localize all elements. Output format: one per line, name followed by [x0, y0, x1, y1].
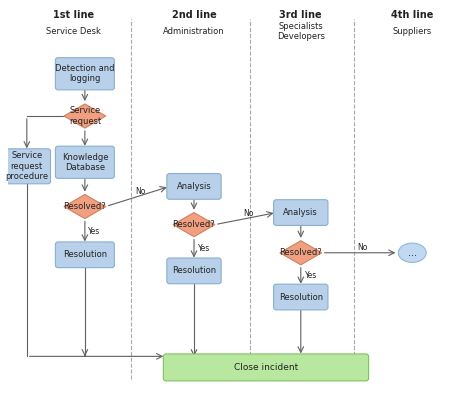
- Text: 3rd line: 3rd line: [280, 11, 322, 21]
- Text: ...: ...: [408, 248, 417, 258]
- Text: 4th line: 4th line: [391, 11, 433, 21]
- Text: Service
request: Service request: [69, 107, 101, 126]
- Text: Specialists
Developers: Specialists Developers: [277, 22, 325, 41]
- FancyBboxPatch shape: [273, 284, 328, 310]
- Text: Resolved?: Resolved?: [173, 220, 215, 229]
- Polygon shape: [64, 104, 106, 128]
- FancyBboxPatch shape: [273, 200, 328, 226]
- Text: Detection and
logging: Detection and logging: [55, 64, 115, 83]
- FancyBboxPatch shape: [55, 58, 114, 90]
- Polygon shape: [64, 194, 106, 219]
- Polygon shape: [173, 213, 215, 237]
- Text: 1st line: 1st line: [53, 11, 94, 21]
- Text: No: No: [135, 187, 145, 196]
- Text: 2nd line: 2nd line: [172, 11, 216, 21]
- Text: Service
request
procedure: Service request procedure: [5, 151, 48, 181]
- FancyBboxPatch shape: [164, 354, 369, 381]
- Text: Suppliers: Suppliers: [392, 27, 432, 36]
- Text: Analysis: Analysis: [177, 182, 211, 191]
- FancyBboxPatch shape: [167, 173, 221, 199]
- Text: Resolution: Resolution: [63, 250, 107, 259]
- Text: Knowledge
Database: Knowledge Database: [62, 153, 108, 172]
- Text: Yes: Yes: [305, 271, 317, 280]
- Text: Service Desk: Service Desk: [46, 27, 100, 36]
- Text: No: No: [357, 243, 367, 252]
- FancyBboxPatch shape: [55, 242, 114, 268]
- Polygon shape: [280, 241, 322, 265]
- Text: Resolution: Resolution: [279, 292, 323, 301]
- Ellipse shape: [398, 243, 426, 262]
- Text: Close incident: Close incident: [234, 363, 298, 372]
- Text: Yes: Yes: [88, 227, 100, 236]
- Text: Yes: Yes: [198, 244, 210, 253]
- Text: Resolved?: Resolved?: [64, 202, 106, 211]
- Text: Analysis: Analysis: [283, 208, 318, 217]
- Text: Resolution: Resolution: [172, 266, 216, 275]
- FancyBboxPatch shape: [167, 258, 221, 284]
- FancyBboxPatch shape: [55, 146, 114, 178]
- FancyBboxPatch shape: [3, 149, 51, 184]
- Text: Resolved?: Resolved?: [280, 248, 322, 257]
- Text: No: No: [243, 209, 253, 218]
- Text: Administration: Administration: [163, 27, 225, 36]
